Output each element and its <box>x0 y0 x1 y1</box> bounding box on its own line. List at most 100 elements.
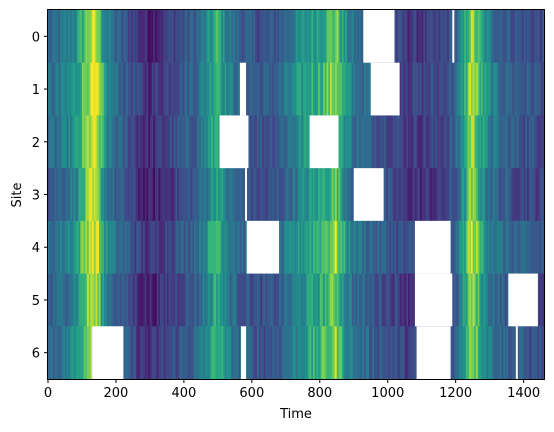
heatmap-cell <box>518 115 521 169</box>
heatmap-cell <box>73 220 76 275</box>
heatmap-cell <box>272 326 275 380</box>
x-tick-label: 600 <box>239 386 264 401</box>
heatmap-cell <box>61 10 64 64</box>
y-tick-label: 5 <box>32 294 40 309</box>
heatmap-cell <box>338 273 341 327</box>
heatmap-cell <box>421 10 424 64</box>
heatmap-cell <box>132 62 136 116</box>
heatmap-cell <box>212 273 216 327</box>
heatmap-cell <box>219 10 222 64</box>
heatmap-cell <box>535 62 538 116</box>
heatmap-cell <box>311 220 314 275</box>
heatmap-cell <box>231 62 234 116</box>
heatmap-cell <box>180 326 183 380</box>
heatmap-cell <box>182 326 185 380</box>
heatmap-cell <box>75 62 78 116</box>
heatmap-cell <box>397 115 401 169</box>
heatmap-cell <box>165 273 168 327</box>
heatmap-cell <box>508 220 511 275</box>
heatmap-cell <box>126 62 129 116</box>
heatmap-cell <box>131 220 134 275</box>
heatmap-cell <box>450 115 453 169</box>
heatmap-cell <box>59 168 63 222</box>
heatmap-cell <box>66 326 69 380</box>
heatmap-cell <box>341 273 345 327</box>
heatmap-cell <box>406 168 409 222</box>
heatmap-cell <box>503 220 506 275</box>
heatmap-cell <box>285 62 289 116</box>
heatmap-cell <box>115 10 119 64</box>
heatmap-cell <box>302 168 306 222</box>
heatmap-cell <box>136 168 139 222</box>
heatmap-cell <box>370 273 374 327</box>
heatmap-cell <box>406 273 409 327</box>
heatmap-cell <box>296 220 299 275</box>
heatmap-cell <box>87 326 90 380</box>
heatmap-cell <box>382 168 385 222</box>
heatmap-cell <box>76 62 80 116</box>
heatmap-cell <box>528 326 532 380</box>
heatmap-cell <box>156 273 160 327</box>
heatmap-cell <box>389 220 392 275</box>
heatmap-cell <box>54 62 58 116</box>
heatmap-cell <box>221 62 224 116</box>
heatmap-cell <box>421 62 424 116</box>
heatmap-cell <box>161 62 165 116</box>
heatmap-cell <box>226 220 229 275</box>
heatmap-cell <box>528 10 532 64</box>
heatmap-cell <box>453 168 457 222</box>
heatmap-cell <box>380 220 384 275</box>
heatmap-cell <box>192 220 195 275</box>
heatmap-cell <box>397 326 401 380</box>
heatmap-cell <box>482 168 486 222</box>
heatmap-cell <box>538 273 542 327</box>
heatmap-cell <box>71 10 75 64</box>
heatmap-cell <box>430 168 433 222</box>
heatmap-cell <box>270 273 273 327</box>
heatmap-cell <box>124 10 127 64</box>
heatmap-cell <box>251 326 255 380</box>
heatmap-cell <box>177 326 180 380</box>
heatmap-cell <box>166 273 170 327</box>
heatmap-cell <box>538 220 542 275</box>
x-tick-label: 1400 <box>507 386 540 401</box>
heatmap-cell <box>542 115 545 169</box>
heatmap-cell <box>374 273 377 327</box>
heatmap-cell <box>323 10 326 64</box>
heatmap-cell <box>452 273 455 327</box>
heatmap-cell <box>151 62 154 116</box>
heatmap-cell <box>348 168 351 222</box>
heatmap-cell <box>523 326 526 380</box>
heatmap-cell <box>506 62 509 116</box>
heatmap-cell <box>188 326 192 380</box>
heatmap-cell <box>95 168 98 222</box>
heatmap-cell <box>345 10 348 64</box>
heatmap-cell <box>202 168 205 222</box>
heatmap-cell <box>532 62 535 116</box>
heatmap-cell <box>114 10 117 64</box>
heatmap-cell <box>319 168 323 222</box>
heatmap-cell <box>323 220 326 275</box>
heatmap-cell <box>309 273 312 327</box>
heatmap-cell <box>418 168 421 222</box>
heatmap-cell <box>494 326 498 380</box>
heatmap-cell <box>87 220 90 275</box>
missing-data-segment <box>508 273 538 327</box>
heatmap-cell <box>401 220 404 275</box>
heatmap-cell <box>228 62 231 116</box>
heatmap-cell <box>318 273 321 327</box>
heatmap-cell <box>268 168 272 222</box>
heatmap-cell <box>163 273 166 327</box>
heatmap-cell <box>83 10 86 64</box>
heatmap-cell <box>280 62 284 116</box>
heatmap-cell <box>447 62 450 116</box>
heatmap-cell <box>139 273 143 327</box>
heatmap-cell <box>341 62 345 116</box>
heatmap-cell <box>64 115 68 169</box>
heatmap-cell <box>464 115 467 169</box>
heatmap-cell <box>272 62 275 116</box>
heatmap-cell <box>177 220 180 275</box>
heatmap-cell <box>188 10 192 64</box>
heatmap-cell <box>214 62 217 116</box>
heatmap-cell <box>367 62 370 116</box>
